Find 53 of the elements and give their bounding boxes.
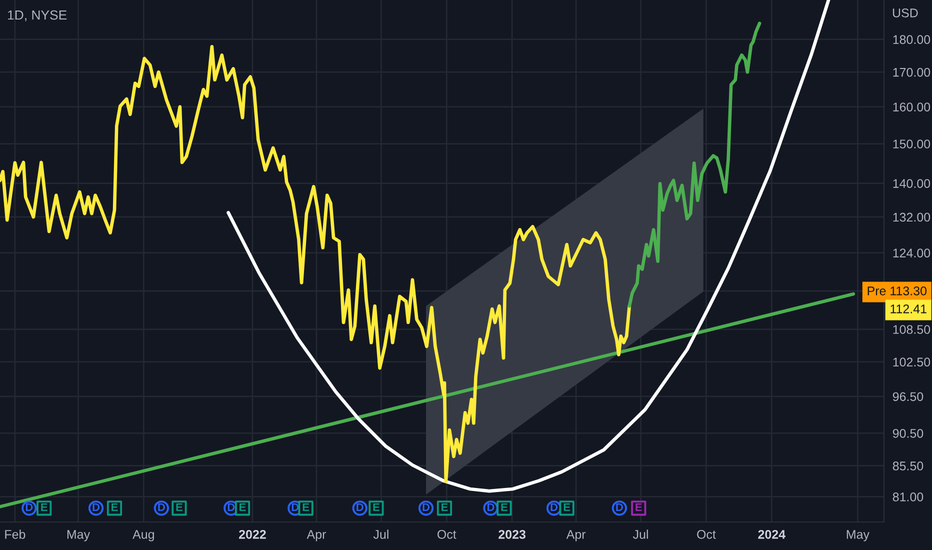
data-label: E bbox=[373, 503, 380, 511]
data-label: E bbox=[302, 503, 310, 511]
x-tick-label: Feb bbox=[5, 530, 26, 539]
y-tick-label: 150.00 bbox=[893, 140, 930, 148]
data-label: E bbox=[176, 503, 182, 511]
data-label: D bbox=[616, 503, 623, 511]
data-label: D bbox=[92, 503, 100, 511]
x-tick-label: Apr bbox=[306, 530, 326, 542]
data-label: E bbox=[564, 503, 570, 511]
y-tick-label: 96.50 bbox=[892, 392, 924, 402]
x-tick-label: Jul bbox=[373, 530, 388, 539]
x-tick-label: Jul bbox=[632, 530, 648, 539]
data-label: E bbox=[112, 503, 118, 511]
y-tick-label: 132.00 bbox=[893, 212, 930, 222]
y-tick-label: 90.50 bbox=[892, 428, 924, 438]
x-tick-label: 2024 bbox=[758, 530, 786, 539]
x-tick-label: Oct bbox=[697, 530, 716, 539]
text: 112.41 bbox=[890, 304, 926, 314]
y-tick-label: 108.50 bbox=[893, 325, 930, 334]
data-label: D bbox=[158, 503, 165, 511]
data-label: D bbox=[356, 503, 364, 511]
y-tick-label: 81.00 bbox=[892, 492, 924, 502]
x-tick-label: Apr bbox=[566, 530, 586, 542]
line-series bbox=[0, 45, 632, 484]
y-tick-label: 102.50 bbox=[893, 358, 930, 367]
x-tick-label: 2022 bbox=[239, 530, 266, 539]
y-tick-label: 180.00 bbox=[893, 35, 930, 44]
x-tick-label: 2023 bbox=[498, 530, 526, 539]
data-label: D bbox=[422, 503, 430, 511]
data-label: E bbox=[636, 503, 642, 511]
y-tick-label: 170.00 bbox=[893, 68, 930, 77]
x-tick-label: Oct bbox=[437, 530, 456, 539]
y-tick-label: 160.00 bbox=[893, 102, 930, 112]
data-label: E bbox=[501, 503, 508, 511]
data-label: E bbox=[41, 503, 48, 511]
line-series bbox=[226, 0, 830, 493]
data-label: D bbox=[292, 503, 299, 511]
line-series bbox=[628, 22, 762, 308]
x-tick-label: May bbox=[846, 530, 870, 542]
annotation: Pre 113.30 bbox=[868, 286, 927, 296]
x-tick-label: May bbox=[67, 530, 90, 542]
data-label: D bbox=[26, 503, 33, 511]
data-label: D bbox=[228, 503, 235, 511]
x-tick-label: Aug bbox=[132, 530, 154, 542]
y-tick-label: 124.00 bbox=[893, 248, 930, 258]
data-label: E bbox=[442, 503, 448, 511]
y-tick-label: 140.00 bbox=[893, 179, 930, 188]
text: 1D, NYSE bbox=[8, 10, 67, 22]
y-tick-label: 85.50 bbox=[892, 462, 924, 470]
data-label: D bbox=[550, 503, 558, 511]
data-label: D bbox=[487, 503, 494, 511]
data-label: E bbox=[240, 503, 246, 511]
y-axis-title: USD bbox=[892, 8, 918, 18]
